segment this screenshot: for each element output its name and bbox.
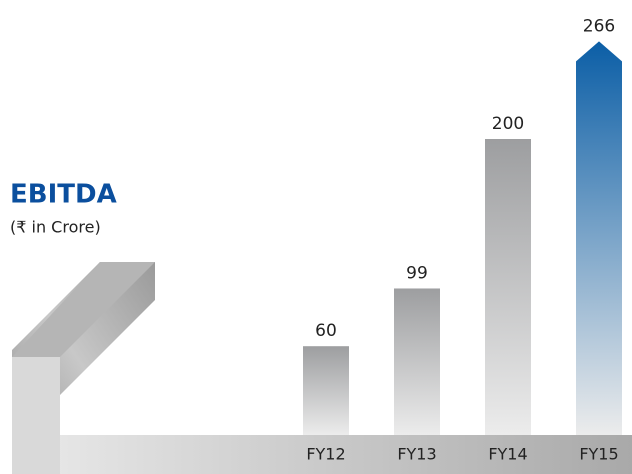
value-label: 60 xyxy=(315,321,337,341)
value-label: 99 xyxy=(406,263,428,283)
chart-title: EBITDA xyxy=(10,180,117,210)
bar xyxy=(303,346,349,435)
value-label: 266 xyxy=(583,16,615,36)
chart-subtitle: (₹ in Crore) xyxy=(10,218,101,237)
bar xyxy=(394,288,440,435)
x-tick-label: FY13 xyxy=(397,445,436,464)
bar xyxy=(576,41,622,435)
x-tick-label: FY15 xyxy=(579,445,618,464)
value-label: 200 xyxy=(492,114,524,134)
x-tick-label: FY14 xyxy=(488,445,527,464)
x-tick-label: FY12 xyxy=(306,445,345,464)
chart: EBITDA (₹ in Crore) 60 FY12 99 FY13 200 FY14 2… xyxy=(0,0,632,474)
bar xyxy=(485,139,531,435)
